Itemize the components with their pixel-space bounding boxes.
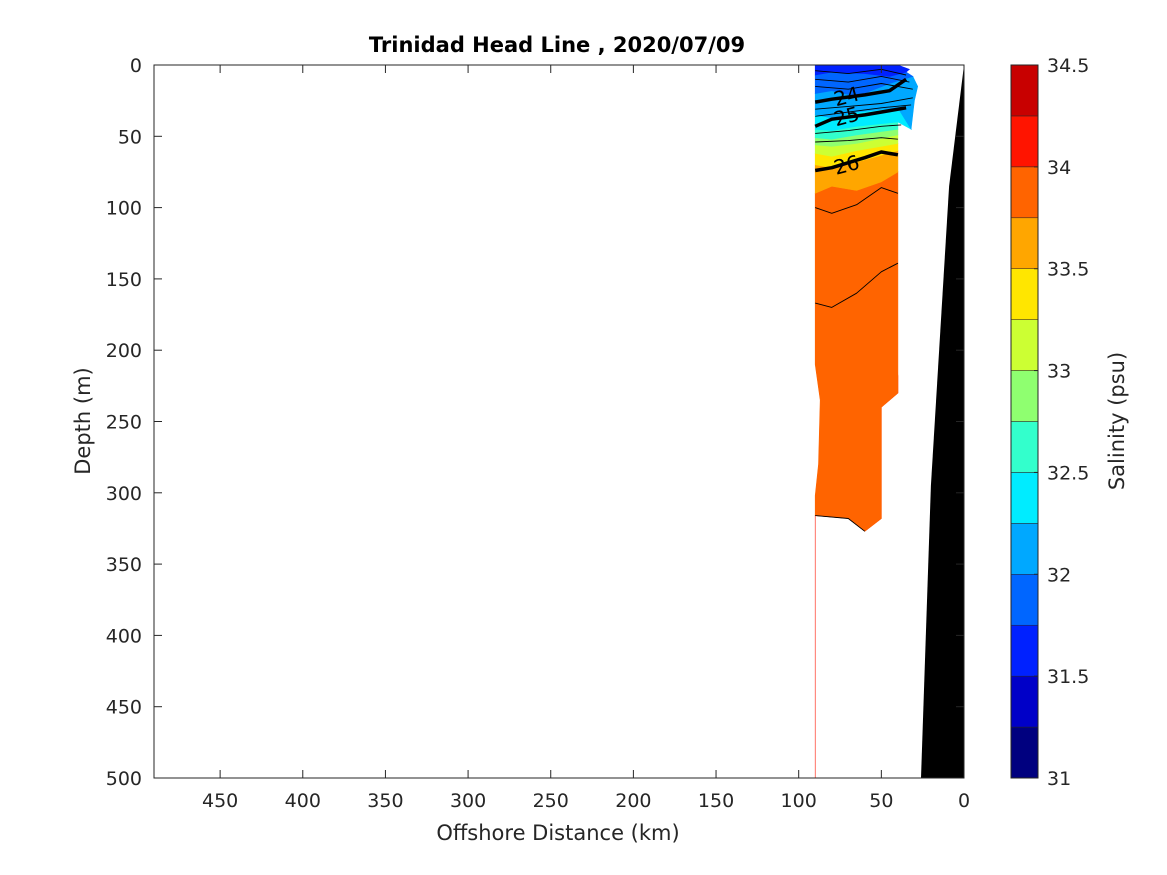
salinity-contour-line	[815, 515, 866, 532]
salinity-contour-line	[815, 104, 912, 117]
colorbar-tick-label: 34	[1047, 157, 1071, 179]
colorbar-band	[1010, 319, 1039, 371]
colorbar-tick-label: 32.5	[1047, 462, 1089, 484]
bathymetry	[921, 65, 964, 778]
colorbar-band	[1010, 64, 1039, 117]
colorbar-band	[1010, 472, 1039, 524]
salinity-contour-line	[815, 83, 913, 90]
x-tick-label: 200	[615, 790, 651, 812]
colorbar-ticks: 31 31.5 32 32.5 33 33.5 34 34.5	[1034, 55, 1089, 790]
colorbar-band	[1010, 726, 1039, 779]
x-tick-label: 150	[698, 790, 734, 812]
x-tick-label: 300	[450, 790, 486, 812]
colorbar-tick-label: 31.5	[1047, 666, 1089, 688]
plot-frame	[153, 64, 965, 779]
chart-title: Trinidad Head Line , 2020/07/09	[369, 33, 745, 57]
salinity-contour-line	[815, 68, 907, 76]
x-tick-label: 350	[367, 790, 403, 812]
colorbar-band	[1010, 675, 1039, 728]
y-tick-label: 150	[106, 269, 142, 291]
colorbar-tick-label: 34.5	[1047, 55, 1089, 77]
isopycnal-line	[814, 150, 899, 173]
salinity-contour-line	[815, 187, 899, 214]
y-tick-label: 400	[106, 625, 142, 647]
y-tick-label: 300	[106, 483, 142, 505]
colorbar-tick-label: 31	[1047, 768, 1071, 790]
y-tick-label: 350	[106, 554, 142, 576]
x-tick-label: 400	[285, 790, 321, 812]
y-axis-ticks: 0 50 100 150 200 250 300 350 400 450 500	[106, 55, 964, 790]
colorbar-frame	[1010, 64, 1039, 779]
x-tick-label: 50	[869, 790, 893, 812]
x-tick-label: 450	[202, 790, 238, 812]
colorbar-band	[1010, 523, 1039, 575]
salinity-contour-line	[815, 262, 899, 308]
colorbar-band	[1010, 217, 1039, 269]
x-axis-ticks: 450 400 350 300 250 200 150 100 50 0	[202, 65, 970, 812]
x-axis-label: Offshore Distance (km)	[436, 821, 679, 845]
x-tick-label: 100	[781, 790, 817, 812]
colorbar-bands	[1010, 64, 1039, 779]
y-tick-label: 0	[130, 55, 142, 77]
colorbar-band	[1010, 624, 1039, 677]
salinity-contour-line	[815, 97, 913, 110]
colorbar-band	[1010, 166, 1039, 219]
x-tick-label: 250	[533, 790, 569, 812]
y-tick-label: 250	[106, 412, 142, 434]
colorbar: 31 31.5 32 32.5 33 33.5 34 34.5	[1010, 55, 1089, 790]
colorbar-band	[1010, 268, 1039, 320]
salinity-regions	[814, 64, 919, 778]
y-tick-label: 50	[118, 126, 142, 148]
salinity-contour-line	[815, 124, 902, 134]
colorbar-tick-label: 33.5	[1047, 259, 1089, 281]
colorbar-band	[1010, 370, 1039, 422]
colorbar-label: Salinity (psu)	[1105, 352, 1129, 490]
y-tick-label: 500	[106, 768, 142, 790]
x-tick-label: 0	[958, 790, 970, 812]
y-tick-label: 450	[106, 697, 142, 719]
colorbar-band	[1010, 574, 1039, 626]
contour-lines	[814, 68, 913, 532]
colorbar-band	[1010, 115, 1039, 168]
y-tick-label: 200	[106, 340, 142, 362]
colorbar-tick-label: 33	[1047, 361, 1071, 383]
colorbar-tick-label: 32	[1047, 564, 1071, 586]
salinity-contour-line	[815, 137, 898, 143]
bathymetry-seafloor	[921, 65, 964, 778]
isopycnal-line	[814, 77, 908, 104]
salinity-contour-line	[815, 75, 910, 83]
isopycnal-line	[814, 106, 907, 128]
colorbar-band	[1010, 421, 1039, 473]
y-axis-label: Depth (m)	[71, 367, 95, 474]
y-tick-label: 100	[106, 198, 142, 220]
